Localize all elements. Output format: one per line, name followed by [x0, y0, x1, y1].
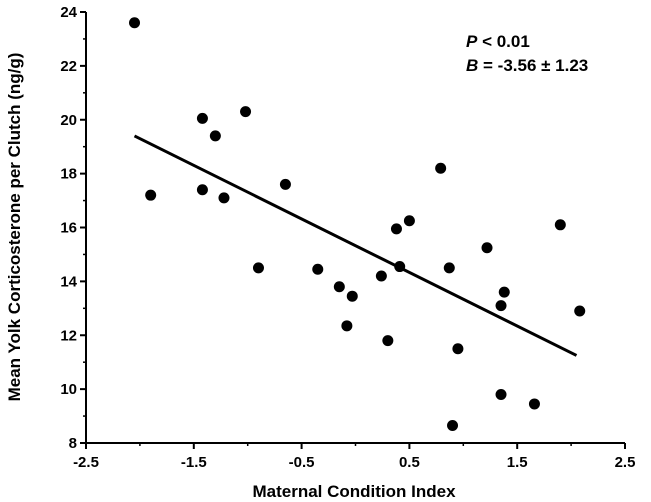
y-tick-label: 12 — [60, 327, 77, 344]
y-axis-ticks: 8 10 12 14 16 18 20 22 24 — [60, 4, 86, 452]
b-value: = -3.56 ± 1.23 — [478, 56, 588, 75]
x-tick-label: -0.5 — [289, 454, 315, 471]
data-point — [447, 420, 458, 431]
data-point — [496, 300, 507, 311]
x-axis-ticks: -2.5 -1.5 -0.5 0.5 1.5 2.5 — [73, 443, 635, 471]
data-point — [197, 113, 208, 124]
data-point — [482, 242, 493, 253]
data-point — [129, 17, 140, 28]
data-point — [218, 192, 229, 203]
data-point — [341, 320, 352, 331]
data-point — [452, 343, 463, 354]
y-tick-label: 10 — [60, 381, 77, 398]
data-point — [555, 219, 566, 230]
data-point — [574, 306, 585, 317]
data-point — [496, 389, 507, 400]
p-symbol: P — [466, 32, 478, 51]
regression-line — [135, 136, 577, 356]
data-point — [435, 163, 446, 174]
x-tick-label: 0.5 — [399, 454, 420, 471]
data-point — [347, 291, 358, 302]
x-tick-label: -1.5 — [181, 454, 207, 471]
x-tick-label: -2.5 — [73, 454, 99, 471]
points-layer — [129, 17, 585, 431]
y-tick-label: 20 — [60, 112, 77, 129]
p-value-annotation: P < 0.01 — [466, 32, 530, 51]
fit-layer — [135, 136, 577, 356]
data-point — [394, 261, 405, 272]
data-point — [253, 262, 264, 273]
y-tick-label: 16 — [60, 220, 77, 237]
x-tick-label: 2.5 — [615, 454, 636, 471]
data-point — [382, 335, 393, 346]
b-symbol: B — [466, 56, 478, 75]
data-point — [240, 106, 251, 117]
p-value: < 0.01 — [477, 32, 529, 51]
y-tick-label: 8 — [69, 435, 77, 452]
data-point — [499, 287, 510, 298]
y-axis-label: Mean Yolk Corticosterone per Clutch (ng/… — [5, 53, 24, 402]
data-point — [197, 184, 208, 195]
data-point — [376, 270, 387, 281]
plot-frame — [86, 12, 625, 443]
y-tick-label: 14 — [60, 273, 77, 290]
data-point — [334, 281, 345, 292]
data-point — [280, 179, 291, 190]
x-axis-label: Maternal Condition Index — [252, 482, 456, 501]
data-point — [210, 130, 221, 141]
data-point — [404, 215, 415, 226]
data-point — [444, 262, 455, 273]
data-point — [529, 398, 540, 409]
x-tick-label: 1.5 — [507, 454, 528, 471]
data-point — [391, 223, 402, 234]
y-tick-label: 24 — [60, 4, 77, 21]
b-value-annotation: B = -3.56 ± 1.23 — [466, 56, 588, 75]
y-tick-label: 18 — [60, 166, 77, 183]
data-point — [145, 190, 156, 201]
data-point — [312, 264, 323, 275]
y-tick-label: 22 — [60, 58, 77, 75]
